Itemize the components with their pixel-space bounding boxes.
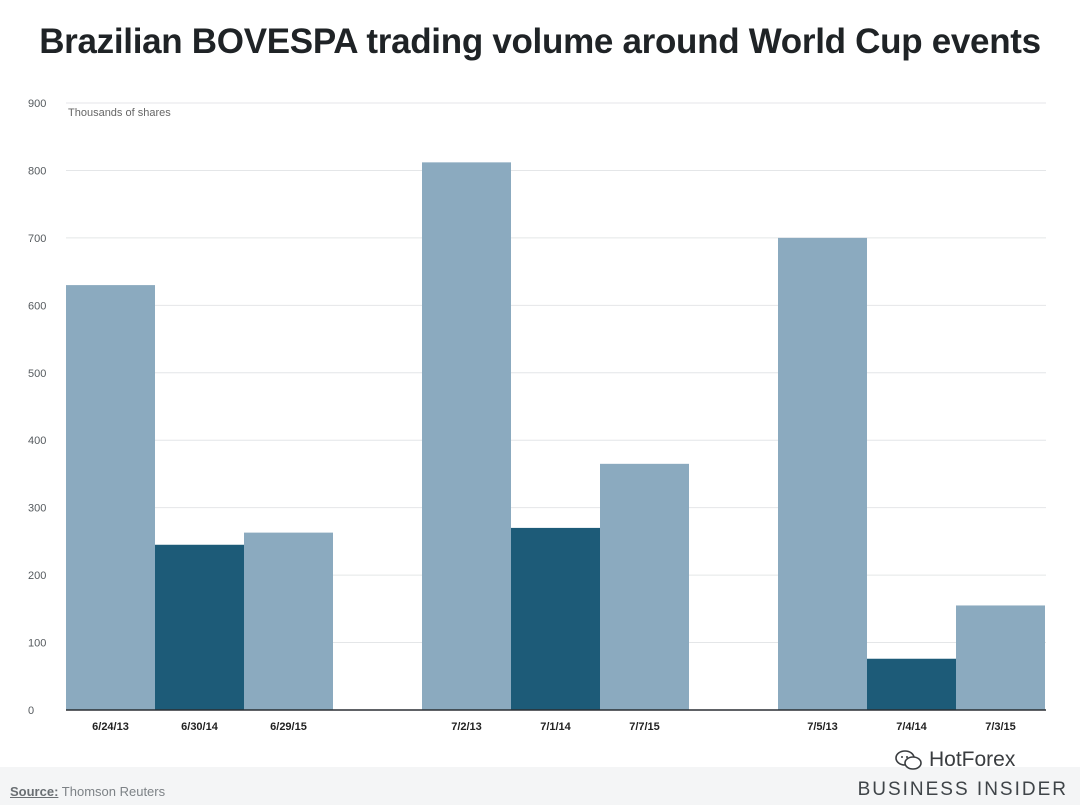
bar <box>422 162 511 711</box>
y-tick-label: 200 <box>28 570 46 582</box>
bar <box>956 605 1045 710</box>
y-tick-label: 900 <box>28 98 46 110</box>
y-tick-label: 300 <box>28 503 46 515</box>
chat-bubbles-icon <box>895 750 922 770</box>
watermark: HotForex <box>895 748 1015 772</box>
y-axis-unit-label: Thousands of shares <box>68 107 171 119</box>
x-tick-label: 7/1/14 <box>540 721 571 733</box>
y-tick-label: 500 <box>28 368 46 380</box>
y-tick-label: 0 <box>28 705 34 717</box>
y-tick-label: 700 <box>28 233 46 245</box>
x-tick-label: 7/4/14 <box>896 721 927 733</box>
y-tick-label: 400 <box>28 435 46 447</box>
source-note: Source: Thomson Reuters <box>10 784 165 799</box>
bar <box>511 527 600 710</box>
x-tick-label: 7/2/13 <box>451 721 482 733</box>
brand-logo: BUSINESS INSIDER <box>857 779 1068 800</box>
bar <box>778 237 867 710</box>
x-tick-label: 6/24/13 <box>92 721 129 733</box>
y-tick-label: 100 <box>28 638 46 650</box>
bar <box>867 658 956 710</box>
bar <box>244 532 333 710</box>
x-tick-label: 6/30/14 <box>181 721 219 733</box>
x-tick-label: 7/5/13 <box>807 721 838 733</box>
y-tick-label: 600 <box>28 300 46 312</box>
y-tick-label: 800 <box>28 165 46 177</box>
bar <box>66 285 155 710</box>
x-tick-label: 7/7/15 <box>629 721 660 733</box>
x-tick-label: 7/3/15 <box>985 721 1016 733</box>
watermark-text: HotForex <box>929 748 1016 771</box>
source-label: Source: <box>10 784 59 799</box>
footer-bar <box>0 767 1080 805</box>
chart-title: Brazilian BOVESPA trading volume around … <box>39 22 1041 61</box>
bar <box>600 463 689 710</box>
bar <box>155 544 244 710</box>
source-text: Thomson Reuters <box>61 784 166 799</box>
x-tick-label: 6/29/15 <box>270 721 307 733</box>
